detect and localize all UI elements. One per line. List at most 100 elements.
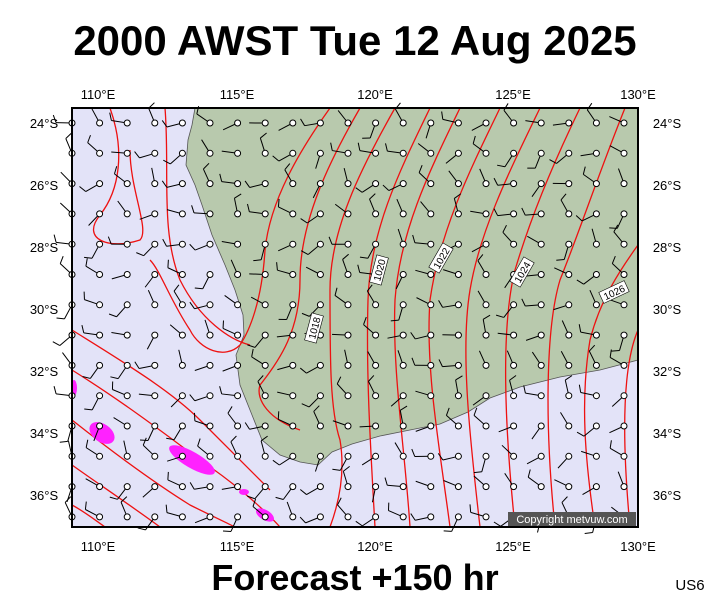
station (566, 332, 572, 338)
station (290, 120, 296, 126)
station (179, 120, 185, 126)
station (621, 181, 627, 187)
station (593, 120, 599, 126)
station (262, 302, 268, 308)
station (317, 120, 323, 126)
station (290, 241, 296, 247)
station (483, 514, 489, 520)
station (593, 393, 599, 399)
station (373, 514, 379, 520)
station (455, 423, 461, 429)
station (538, 362, 544, 368)
station (124, 272, 130, 278)
station (207, 241, 213, 247)
station (262, 211, 268, 217)
station (97, 362, 103, 368)
station (179, 241, 185, 247)
station (428, 484, 434, 490)
station (428, 453, 434, 459)
station (455, 181, 461, 187)
station (428, 332, 434, 338)
station (538, 302, 544, 308)
station (400, 423, 406, 429)
station (566, 362, 572, 368)
station (373, 332, 379, 338)
barb-flag (612, 350, 620, 351)
station (290, 423, 296, 429)
station (538, 211, 544, 217)
station (152, 423, 158, 429)
station (455, 211, 461, 217)
station (428, 241, 434, 247)
station (97, 514, 103, 520)
station (97, 302, 103, 308)
x-axis-label: 125°E (495, 87, 531, 102)
station (428, 302, 434, 308)
station (373, 150, 379, 156)
station (290, 484, 296, 490)
station (511, 393, 517, 399)
y-axis-label: 32°S (653, 364, 682, 379)
station (621, 393, 627, 399)
x-axis-label: 115°E (220, 539, 255, 554)
station (400, 272, 406, 278)
station (593, 181, 599, 187)
station (400, 453, 406, 459)
station (621, 302, 627, 308)
station (317, 423, 323, 429)
station (207, 332, 213, 338)
station (124, 302, 130, 308)
station (428, 423, 434, 429)
station (400, 484, 406, 490)
station (428, 211, 434, 217)
station (152, 362, 158, 368)
station (262, 272, 268, 278)
station (152, 393, 158, 399)
station (455, 484, 461, 490)
station (511, 181, 517, 187)
station (400, 150, 406, 156)
station (373, 362, 379, 368)
station (373, 423, 379, 429)
station (124, 423, 130, 429)
station (345, 272, 351, 278)
station (207, 272, 213, 278)
station (262, 362, 268, 368)
station (593, 484, 599, 490)
barb-flag (391, 320, 399, 321)
station (538, 423, 544, 429)
station (124, 211, 130, 217)
station (179, 302, 185, 308)
station (538, 393, 544, 399)
station (511, 150, 517, 156)
station (235, 453, 241, 459)
station (235, 150, 241, 156)
station (152, 120, 158, 126)
station (538, 120, 544, 126)
station (235, 241, 241, 247)
x-axis-label: 125°E (495, 539, 531, 554)
station (207, 211, 213, 217)
station (455, 120, 461, 126)
station (566, 393, 572, 399)
station (317, 181, 323, 187)
station (593, 302, 599, 308)
station (207, 514, 213, 520)
station (207, 150, 213, 156)
x-axis-label: 120°E (357, 539, 393, 554)
station (566, 484, 572, 490)
station (345, 514, 351, 520)
y-axis-label: 36°S (30, 488, 59, 503)
station (538, 453, 544, 459)
station (317, 484, 323, 490)
station (290, 302, 296, 308)
station (345, 484, 351, 490)
station (566, 272, 572, 278)
station (152, 181, 158, 187)
station (290, 211, 296, 217)
station (152, 332, 158, 338)
station (207, 423, 213, 429)
station (290, 362, 296, 368)
station (317, 150, 323, 156)
barb-flag (168, 260, 169, 268)
